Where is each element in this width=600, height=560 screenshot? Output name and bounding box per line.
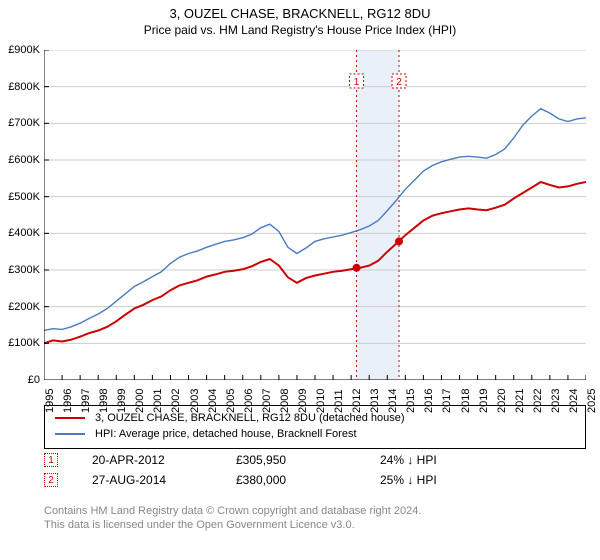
y-tick-label: £100K — [8, 337, 40, 349]
footer-line: Contains HM Land Registry data © Crown c… — [44, 504, 586, 518]
event-price: £305,950 — [236, 453, 346, 467]
legend-row-hpi: HPI: Average price, detached house, Brac… — [55, 426, 575, 442]
y-axis-labels: £0£100K£200K£300K£400K£500K£600K£700K£80… — [0, 50, 40, 380]
legend-swatch — [55, 417, 85, 419]
legend-box: 3, OUZEL CHASE, BRACKNELL, RG12 8DU (det… — [44, 405, 586, 449]
event-price: £380,000 — [236, 473, 346, 487]
event-delta: 25% ↓ HPI — [380, 473, 490, 487]
svg-text:1: 1 — [354, 77, 360, 88]
x-axis-labels: 1995199619971998199920002001200220032004… — [44, 383, 586, 403]
y-tick-label: £200K — [8, 301, 40, 313]
footer-attribution: Contains HM Land Registry data © Crown c… — [44, 504, 586, 532]
x-tick-label: 2025 — [586, 389, 598, 413]
legend-row-price-paid: 3, OUZEL CHASE, BRACKNELL, RG12 8DU (det… — [55, 410, 575, 426]
event-row: 2 27-AUG-2014 £380,000 25% ↓ HPI — [44, 470, 586, 490]
event-date: 27-AUG-2014 — [92, 473, 202, 487]
chart-subtitle: Price paid vs. HM Land Registry's House … — [0, 21, 600, 43]
y-tick-label: £300K — [8, 264, 40, 276]
event-marker-icon: 2 — [44, 473, 58, 487]
y-tick-label: £500K — [8, 191, 40, 203]
event-marker-icon: 1 — [44, 453, 58, 467]
event-date: 20-APR-2012 — [92, 453, 202, 467]
event-delta: 24% ↓ HPI — [380, 453, 490, 467]
y-tick-label: £900K — [8, 44, 40, 56]
y-tick-label: £400K — [8, 227, 40, 239]
svg-text:2: 2 — [396, 77, 402, 88]
legend-swatch — [55, 433, 85, 435]
footer-line: This data is licensed under the Open Gov… — [44, 518, 586, 532]
price-chart: 12 — [44, 50, 586, 380]
events-table: 1 20-APR-2012 £305,950 24% ↓ HPI 2 27-AU… — [44, 450, 586, 490]
legend-label: HPI: Average price, detached house, Brac… — [95, 426, 357, 442]
y-tick-label: £0 — [28, 374, 40, 386]
event-row: 1 20-APR-2012 £305,950 24% ↓ HPI — [44, 450, 586, 470]
y-tick-label: £800K — [8, 81, 40, 93]
y-tick-label: £600K — [8, 154, 40, 166]
y-tick-label: £700K — [8, 117, 40, 129]
chart-title: 3, OUZEL CHASE, BRACKNELL, RG12 8DU — [0, 0, 600, 21]
legend-label: 3, OUZEL CHASE, BRACKNELL, RG12 8DU (det… — [95, 410, 405, 426]
